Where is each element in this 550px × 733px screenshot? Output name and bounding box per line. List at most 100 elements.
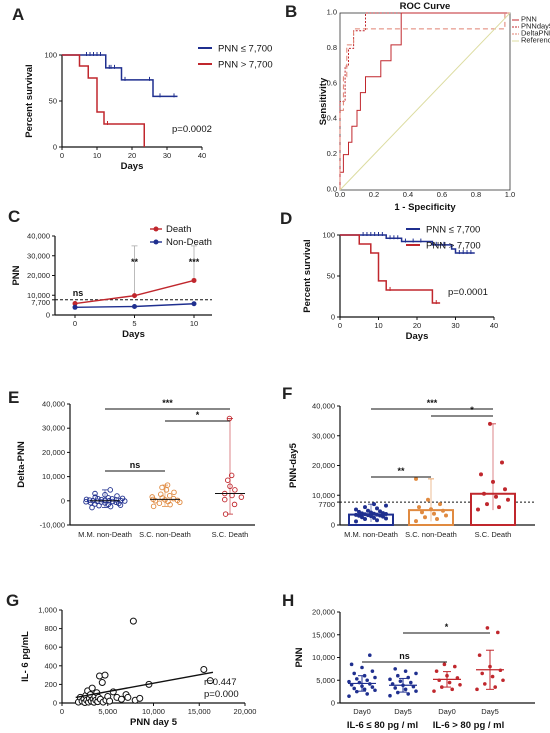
data-point bbox=[159, 484, 165, 491]
data-point bbox=[347, 679, 351, 684]
y-tick-label: 20,000 bbox=[27, 271, 50, 280]
significance-label: * bbox=[470, 405, 474, 415]
data-point bbox=[370, 685, 375, 689]
data-point bbox=[352, 671, 357, 676]
y-tick-label: 40,000 bbox=[312, 402, 335, 411]
data-point bbox=[485, 626, 490, 630]
y-tick-label: 1.0 bbox=[327, 8, 337, 17]
data-point bbox=[365, 678, 370, 683]
data-point bbox=[375, 518, 379, 523]
y-tick-label: 30,000 bbox=[312, 431, 335, 440]
data-point bbox=[225, 477, 231, 483]
y-axis-title: Percent survival bbox=[24, 64, 35, 137]
data-point bbox=[360, 665, 364, 670]
data-point bbox=[429, 507, 433, 512]
series-point bbox=[72, 304, 78, 310]
y-tick-label: 0.2 bbox=[327, 149, 337, 158]
data-point bbox=[363, 512, 367, 517]
x-tick-label: 20 bbox=[413, 321, 421, 330]
y-tick-label: 0 bbox=[53, 699, 57, 708]
x-tick-label: Day0 bbox=[438, 707, 456, 716]
x-tick-label: 40 bbox=[490, 321, 498, 330]
data-point bbox=[98, 679, 106, 687]
data-point bbox=[441, 508, 445, 513]
data-point bbox=[158, 491, 164, 498]
data-point bbox=[228, 472, 235, 479]
y-axis-title: Delta-PNN bbox=[16, 441, 27, 488]
data-point bbox=[88, 684, 96, 692]
data-point bbox=[417, 505, 421, 510]
significance-label: * bbox=[445, 622, 449, 632]
y-tick-label: 800 bbox=[44, 624, 57, 633]
x-tick-label: S.C. Death bbox=[212, 530, 249, 539]
data-point bbox=[414, 476, 418, 481]
data-point bbox=[107, 487, 113, 493]
data-point bbox=[375, 506, 379, 511]
x-tick-label: 1.0 bbox=[505, 190, 515, 199]
data-point bbox=[393, 667, 398, 671]
significance-label: ns bbox=[73, 288, 84, 298]
x-tick-label: 0.8 bbox=[471, 190, 481, 199]
data-point bbox=[458, 683, 462, 687]
data-point bbox=[434, 669, 439, 673]
y-tick-label: 1,000 bbox=[38, 606, 57, 615]
y-axis-title: PNN-day5 bbox=[288, 442, 299, 488]
data-point bbox=[354, 519, 358, 524]
data-point bbox=[102, 492, 108, 498]
x-tick-label: 10,000 bbox=[142, 707, 165, 716]
y-tick-label: 0 bbox=[331, 313, 335, 322]
panel-h-pnn-il6-chart: 0 5,000 10,000 15,000 20,000 PNN Day0 Day5 Day0 D… bbox=[294, 608, 535, 731]
x-tick-label: Day5 bbox=[394, 707, 412, 716]
y-tick-label: 100 bbox=[44, 51, 57, 60]
x-tick-label: 0.2 bbox=[369, 190, 379, 199]
survival-curve-2 bbox=[62, 54, 145, 147]
data-point bbox=[231, 501, 238, 508]
legend-label-2: Non-Death bbox=[166, 237, 212, 248]
panel-g-correlation-chart: 0 5,000 10,000 15,000 20,000 0 200 400 600 800 1,0… bbox=[20, 606, 256, 729]
data-point bbox=[106, 697, 114, 705]
y-tick-label: 0 bbox=[331, 699, 335, 708]
y-tick-label: 200 bbox=[44, 680, 57, 689]
data-point bbox=[370, 669, 375, 673]
data-point bbox=[494, 494, 498, 499]
significance-label: ns bbox=[130, 460, 141, 470]
data-point bbox=[227, 483, 233, 490]
x-axis-title: Days bbox=[121, 161, 144, 172]
data-point bbox=[444, 513, 448, 518]
chart-title: ROC Curve bbox=[400, 1, 451, 12]
data-point bbox=[360, 515, 364, 520]
x-tick-label: 10 bbox=[190, 319, 198, 328]
data-point bbox=[365, 692, 370, 696]
legend-marker-2 bbox=[153, 239, 159, 245]
data-point bbox=[384, 516, 388, 521]
x-tick-label: 0 bbox=[338, 321, 342, 330]
data-point bbox=[366, 508, 370, 513]
x-tick-label: 0.4 bbox=[403, 190, 413, 199]
data-point bbox=[372, 515, 376, 520]
data-point bbox=[129, 617, 137, 625]
data-point bbox=[440, 685, 444, 689]
x-tick-label: 30 bbox=[451, 321, 459, 330]
x-tick-label: Day0 bbox=[353, 707, 371, 716]
data-point bbox=[442, 662, 447, 667]
x-tick-label: S.C. Death bbox=[475, 530, 512, 539]
data-point bbox=[475, 687, 479, 692]
data-point bbox=[501, 678, 505, 683]
panel-label-f: F bbox=[282, 384, 292, 403]
data-point bbox=[124, 693, 132, 701]
y-tick-label: 0 bbox=[61, 496, 65, 505]
data-point bbox=[435, 517, 439, 522]
data-point bbox=[368, 653, 372, 658]
data-point bbox=[89, 504, 95, 511]
data-point bbox=[156, 500, 163, 506]
data-point bbox=[221, 496, 228, 503]
data-point bbox=[372, 511, 376, 516]
data-point bbox=[496, 630, 500, 635]
legend-label-2: PNNday5 bbox=[521, 22, 550, 31]
y-tick-label: 10,000 bbox=[27, 291, 50, 300]
y-tick-label: 30,000 bbox=[42, 424, 65, 433]
y-tick-label: 10,000 bbox=[42, 472, 65, 481]
y-axis-title: Percent survival bbox=[302, 239, 313, 312]
data-point bbox=[485, 502, 489, 507]
